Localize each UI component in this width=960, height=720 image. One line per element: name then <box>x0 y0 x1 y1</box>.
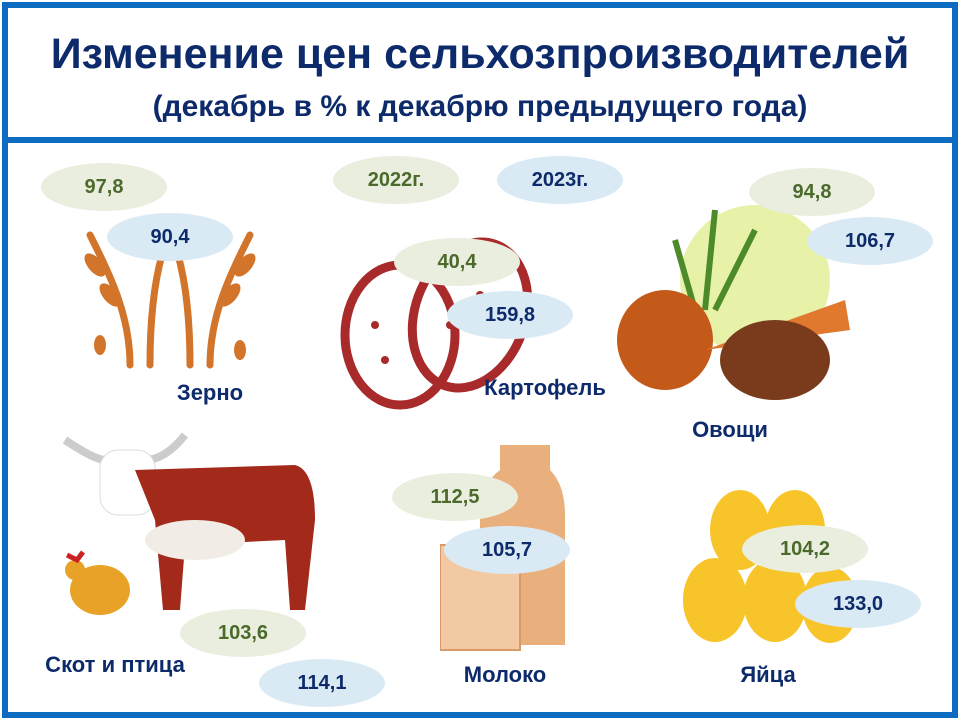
potato-2023-value: 159,8 <box>447 291 573 339</box>
vegetables-icon <box>617 205 850 400</box>
header-divider <box>2 137 958 143</box>
page-subtitle: (декабрь в % к декабрю предыдущего года) <box>152 90 808 123</box>
legend-2023: 2023г. <box>497 156 623 204</box>
milk-2022-value: 112,5 <box>392 473 518 521</box>
legend-2022: 2022г. <box>333 156 459 204</box>
vegetables-2023-value: 106,7 <box>807 217 933 265</box>
vegetables-label: Овощи <box>692 417 768 442</box>
milk-label: Молоко <box>463 662 547 687</box>
livestock-label: Скот и птица <box>45 652 185 677</box>
potato-label: Картофель <box>484 375 606 400</box>
eggs-2023-value: 133,0 <box>795 580 921 628</box>
eggs-label: Яйца <box>740 662 796 687</box>
grain-2022-value: 97,8 <box>41 163 167 211</box>
potato-2022-value: 40,4 <box>394 238 520 286</box>
grain-label: Зерно <box>176 380 244 405</box>
milk-2023-value: 105,7 <box>444 526 570 574</box>
grain-2023-value: 90,4 <box>107 213 233 261</box>
page-title: Изменение цен сельхозпроизводителей <box>50 30 910 78</box>
vegetables-2022-value: 94,8 <box>749 168 875 216</box>
eggs-2022-value: 104,2 <box>742 525 868 573</box>
livestock-2023-value: 114,1 <box>259 659 385 707</box>
cow-chicken-icon <box>62 432 315 615</box>
livestock-2022-value: 103,6 <box>180 609 306 657</box>
